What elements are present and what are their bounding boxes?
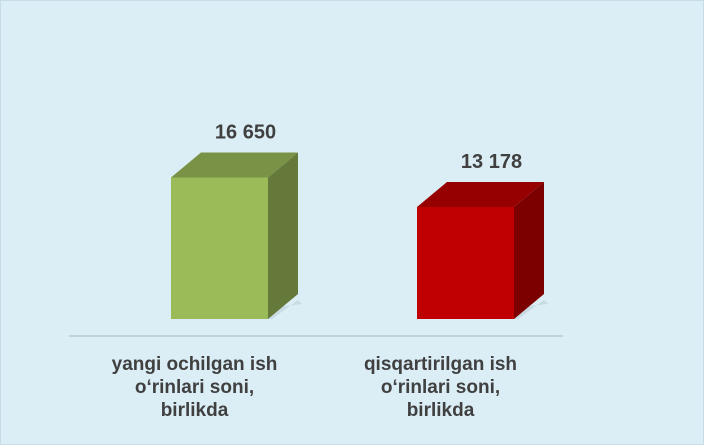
category-label: yangi ochilgan ish o‘rinlari soni, birli…	[111, 354, 278, 421]
bar	[171, 152, 302, 319]
bar-side	[268, 152, 298, 319]
category-label: qisqartirilgan ish o‘rinlari soni, birli…	[363, 354, 518, 421]
bar	[417, 181, 548, 319]
bar-front	[171, 177, 268, 319]
bar-side	[514, 181, 544, 319]
bar-top	[171, 152, 298, 178]
value-label: 13 178	[461, 151, 522, 173]
value-label: 16 650	[215, 121, 276, 143]
bar-top	[417, 181, 544, 207]
bar-front	[417, 206, 514, 319]
